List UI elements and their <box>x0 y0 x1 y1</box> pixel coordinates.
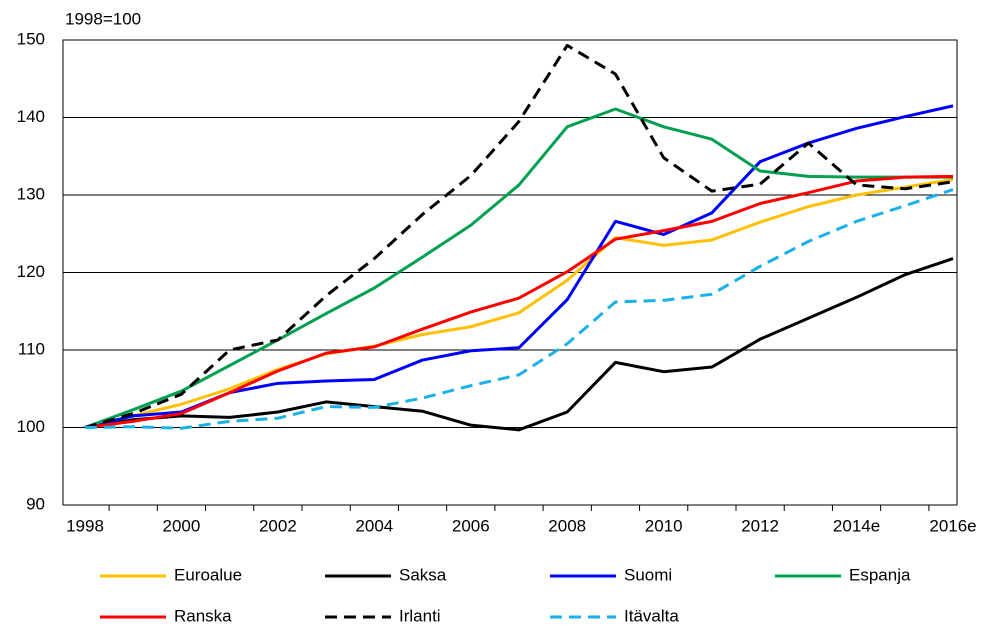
y-tick-label: 110 <box>18 339 45 358</box>
legend-label: Suomi <box>624 565 672 584</box>
plot-frame <box>62 39 958 506</box>
y-tick-label: 120 <box>17 262 45 281</box>
y-tick-label: 140 <box>17 107 45 126</box>
x-tick-label: 2010 <box>645 516 683 535</box>
x-tick-label: 2002 <box>259 516 297 535</box>
y-tick-label: 130 <box>17 184 45 203</box>
legend-label: Itävalta <box>624 606 679 625</box>
series-line <box>84 257 954 432</box>
series-line <box>84 188 954 430</box>
x-tick-label: 2012 <box>741 516 779 535</box>
x-tick-label: 2016e <box>929 516 976 535</box>
series-line <box>84 174 954 429</box>
legend-label: Espanja <box>849 565 911 584</box>
y-tick-label: 90 <box>26 494 45 513</box>
x-tick-label: 2014e <box>833 516 880 535</box>
y-tick-label: 100 <box>17 417 45 436</box>
series-line <box>84 107 953 429</box>
legend-label: Irlanti <box>399 606 441 625</box>
y-axis-label: 1998=100 <box>65 9 141 28</box>
x-tick-label: 1998 <box>66 516 104 535</box>
x-tick-label: 2006 <box>452 516 490 535</box>
legend-label: Ranska <box>174 606 232 625</box>
legend-label: Euroalue <box>174 565 242 584</box>
x-tick-label: 2008 <box>548 516 586 535</box>
series-line <box>84 43 954 429</box>
y-tick-label: 150 <box>17 29 45 48</box>
series-line <box>84 178 954 429</box>
x-tick-label: 2004 <box>355 516 393 535</box>
legend-label: Saksa <box>399 565 447 584</box>
x-tick-label: 2000 <box>163 516 201 535</box>
